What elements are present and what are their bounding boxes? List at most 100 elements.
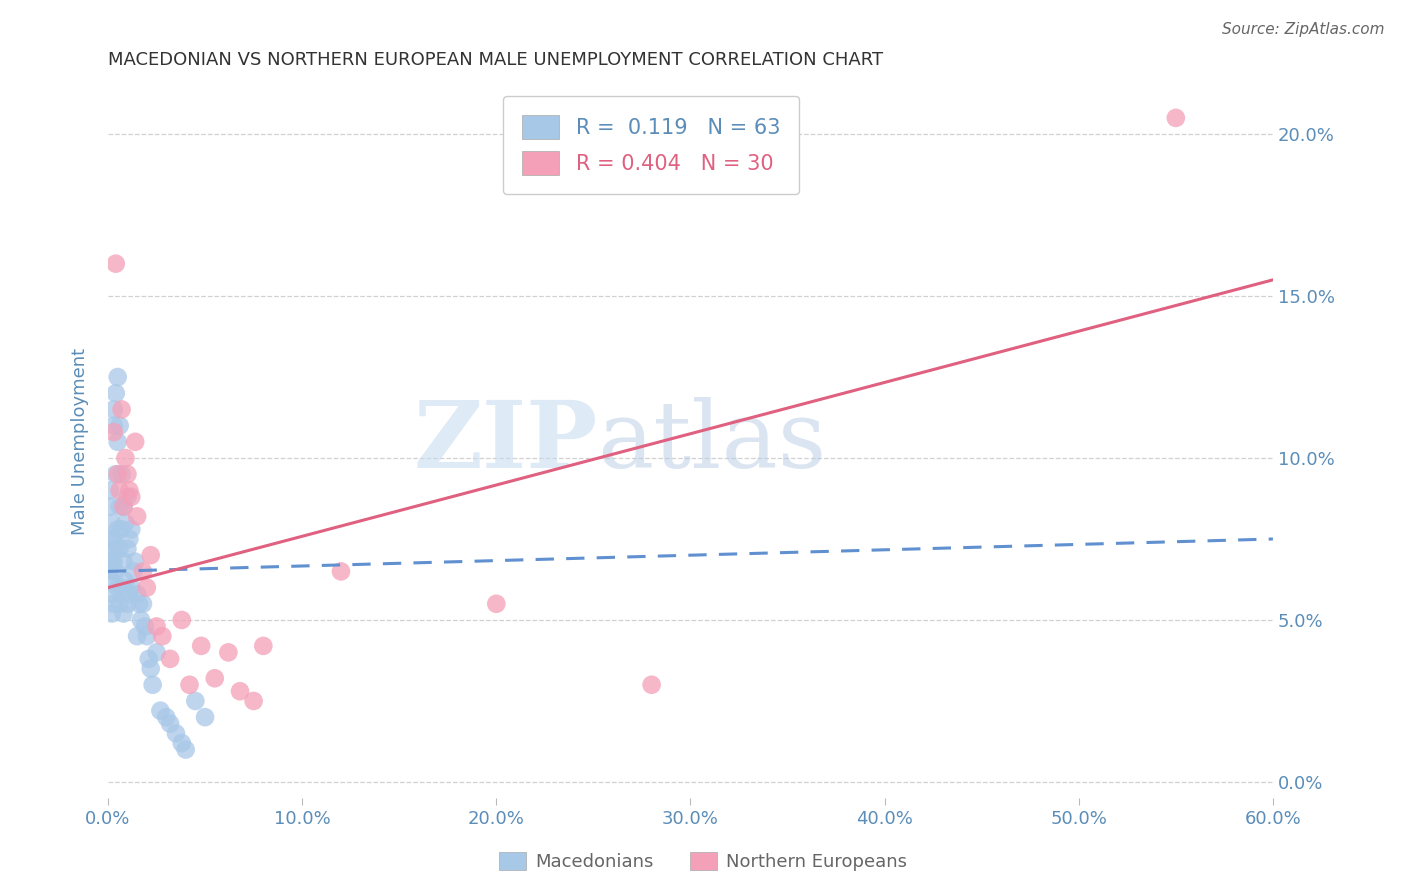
Point <box>103 555 125 569</box>
Point <box>127 629 149 643</box>
Point <box>103 402 125 417</box>
Point <box>107 522 129 536</box>
Point <box>118 532 141 546</box>
Point <box>108 597 131 611</box>
Point <box>110 467 132 482</box>
Point <box>104 257 127 271</box>
Point <box>108 541 131 556</box>
Point <box>120 581 142 595</box>
Point <box>103 418 125 433</box>
Legend: R =  0.119   N = 63, R = 0.404   N = 30: R = 0.119 N = 63, R = 0.404 N = 30 <box>503 96 799 194</box>
Point <box>114 516 136 530</box>
Point <box>108 483 131 498</box>
Point <box>107 370 129 384</box>
Point <box>129 613 152 627</box>
Point <box>122 565 145 579</box>
Point <box>98 548 121 562</box>
Point <box>98 565 121 579</box>
Text: Source: ZipAtlas.com: Source: ZipAtlas.com <box>1222 22 1385 37</box>
Point <box>110 522 132 536</box>
Point <box>112 555 135 569</box>
Point <box>114 450 136 465</box>
Point <box>179 678 201 692</box>
Point <box>134 619 156 633</box>
Point <box>170 736 193 750</box>
Point <box>330 565 353 579</box>
Point <box>118 483 141 498</box>
Point <box>110 402 132 417</box>
Point <box>101 532 124 546</box>
Legend: Macedonians, Northern Europeans: Macedonians, Northern Europeans <box>492 845 914 879</box>
Point <box>150 629 173 643</box>
Point <box>127 587 149 601</box>
Point <box>104 386 127 401</box>
Point <box>117 541 139 556</box>
Text: atlas: atlas <box>598 397 827 487</box>
Point <box>124 434 146 449</box>
Point <box>101 516 124 530</box>
Point <box>104 467 127 482</box>
Point <box>159 716 181 731</box>
Text: MACEDONIAN VS NORTHERN EUROPEAN MALE UNEMPLOYMENT CORRELATION CHART: MACEDONIAN VS NORTHERN EUROPEAN MALE UNE… <box>108 51 883 69</box>
Point <box>142 678 165 692</box>
Point <box>138 652 160 666</box>
Point <box>110 581 132 595</box>
Point <box>103 597 125 611</box>
Point <box>132 597 155 611</box>
Point <box>107 467 129 482</box>
Point <box>120 522 142 536</box>
Point <box>194 710 217 724</box>
Point <box>118 587 141 601</box>
Point <box>117 490 139 504</box>
Point <box>101 574 124 588</box>
Point <box>112 607 135 621</box>
Point <box>135 629 157 643</box>
Point <box>139 662 162 676</box>
Point <box>170 613 193 627</box>
Point <box>101 587 124 601</box>
Point <box>640 678 662 692</box>
Point <box>112 500 135 514</box>
Point <box>174 742 197 756</box>
Point <box>104 541 127 556</box>
Point <box>204 671 226 685</box>
Point <box>145 645 167 659</box>
Point <box>114 574 136 588</box>
Point <box>242 694 264 708</box>
Point <box>165 726 187 740</box>
Point <box>107 581 129 595</box>
Point <box>132 565 155 579</box>
Point <box>190 639 212 653</box>
Point <box>98 500 121 514</box>
Point <box>98 483 121 498</box>
Point <box>145 619 167 633</box>
Point <box>117 467 139 482</box>
Point <box>117 597 139 611</box>
Y-axis label: Male Unemployment: Male Unemployment <box>72 348 89 535</box>
Point <box>135 581 157 595</box>
Point <box>485 597 508 611</box>
Text: ZIP: ZIP <box>413 397 598 487</box>
Point <box>155 710 177 724</box>
Point <box>101 555 124 569</box>
Point <box>1164 111 1187 125</box>
Point <box>127 509 149 524</box>
Point <box>229 684 252 698</box>
Point <box>128 597 150 611</box>
Point <box>103 425 125 439</box>
Point <box>104 565 127 579</box>
Point <box>103 532 125 546</box>
Point <box>139 548 162 562</box>
Point <box>184 694 207 708</box>
Point <box>112 500 135 514</box>
Point <box>108 418 131 433</box>
Point <box>101 607 124 621</box>
Point <box>217 645 239 659</box>
Point <box>252 639 274 653</box>
Point <box>108 500 131 514</box>
Point <box>149 704 172 718</box>
Point <box>107 434 129 449</box>
Point <box>120 490 142 504</box>
Point <box>124 555 146 569</box>
Point <box>159 652 181 666</box>
